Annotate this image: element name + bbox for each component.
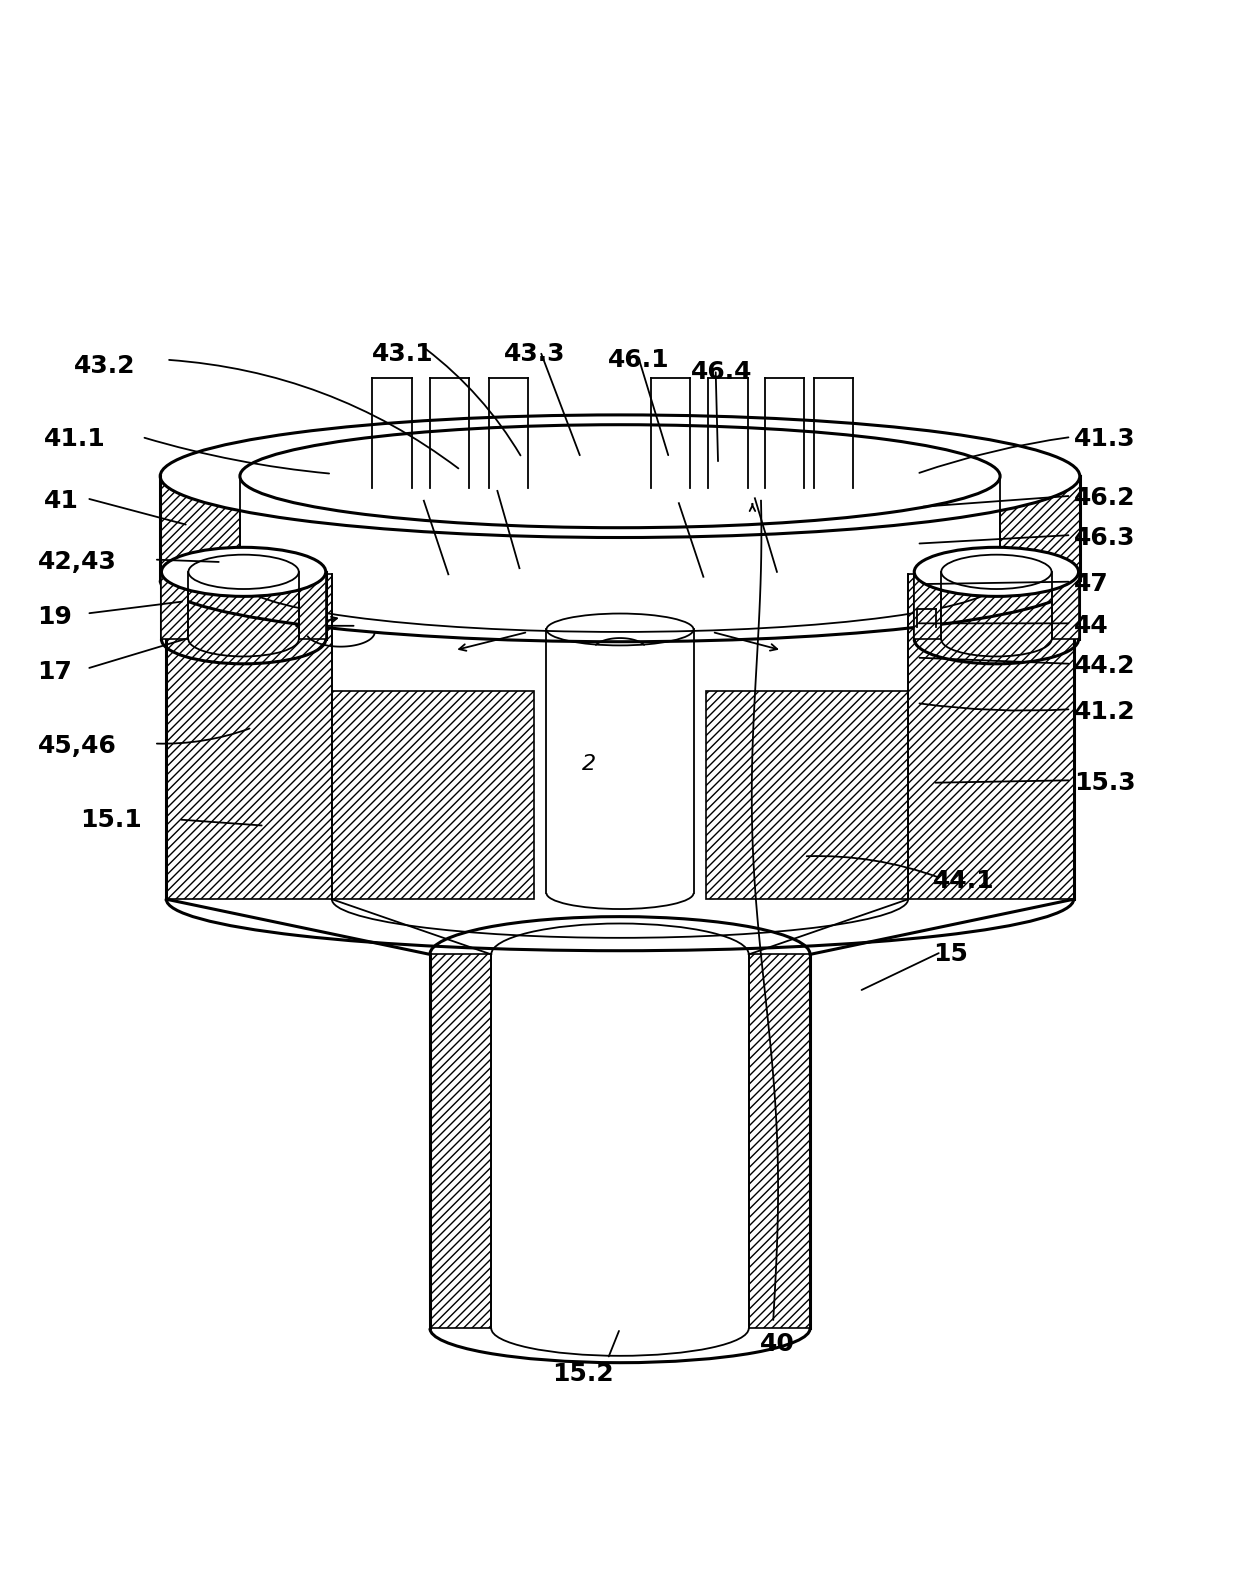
Text: 41.1: 41.1 (43, 428, 105, 452)
Polygon shape (299, 572, 326, 639)
Polygon shape (1001, 477, 1080, 580)
Ellipse shape (188, 555, 299, 588)
Text: 44: 44 (1074, 614, 1109, 638)
Text: 43.1: 43.1 (372, 342, 434, 366)
Polygon shape (1052, 572, 1079, 639)
Polygon shape (161, 572, 188, 639)
Text: 17: 17 (37, 660, 72, 684)
Ellipse shape (160, 415, 1080, 537)
Polygon shape (166, 574, 332, 900)
Text: 46.1: 46.1 (608, 348, 670, 372)
Text: 45,46: 45,46 (37, 735, 117, 758)
Polygon shape (908, 574, 1074, 900)
Text: 15.1: 15.1 (81, 808, 143, 832)
Text: 15.3: 15.3 (1074, 771, 1136, 795)
Polygon shape (332, 690, 534, 900)
Text: 41.2: 41.2 (1074, 700, 1136, 723)
Text: 47: 47 (1074, 572, 1109, 596)
Text: 43.3: 43.3 (503, 342, 565, 366)
Ellipse shape (161, 547, 326, 596)
Polygon shape (160, 477, 239, 580)
Polygon shape (706, 690, 908, 900)
Text: 46.2: 46.2 (1074, 487, 1135, 510)
Text: 42,43: 42,43 (37, 550, 117, 574)
Text: 2: 2 (583, 754, 596, 774)
Ellipse shape (914, 547, 1079, 596)
Polygon shape (914, 572, 941, 639)
Text: 44.1: 44.1 (932, 868, 994, 894)
Ellipse shape (941, 555, 1052, 588)
Text: 43.2: 43.2 (74, 355, 136, 378)
Polygon shape (749, 954, 810, 1328)
Text: 19: 19 (37, 606, 72, 630)
Text: 46.3: 46.3 (1074, 526, 1135, 550)
Ellipse shape (239, 425, 1001, 528)
Text: 41: 41 (43, 488, 78, 512)
Text: 40: 40 (760, 1332, 795, 1356)
Text: 46.4: 46.4 (691, 359, 753, 385)
Text: 15: 15 (932, 943, 967, 967)
Text: 15.2: 15.2 (552, 1361, 614, 1386)
Text: 44.2: 44.2 (1074, 653, 1135, 679)
Polygon shape (430, 954, 491, 1328)
Text: 41.3: 41.3 (1074, 428, 1136, 452)
